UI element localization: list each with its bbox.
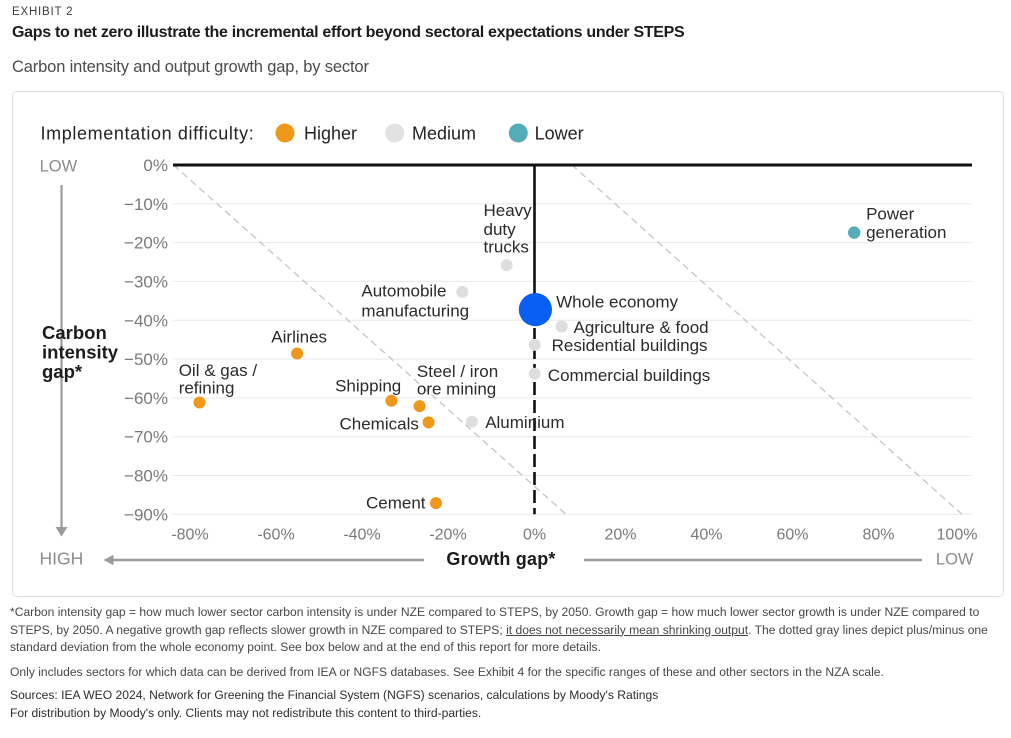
svg-text:Heavy: Heavy — [484, 201, 533, 220]
svg-text:ore mining: ore mining — [417, 380, 496, 399]
svg-text:Implementation difficulty:: Implementation difficulty: — [41, 124, 255, 144]
svg-text:Cement: Cement — [366, 494, 426, 513]
svg-text:Aluminium: Aluminium — [485, 413, 564, 432]
svg-text:HIGH: HIGH — [40, 549, 84, 569]
svg-text:Higher: Higher — [304, 124, 357, 144]
svg-text:intensity: intensity — [42, 342, 119, 363]
svg-text:refining: refining — [179, 379, 235, 398]
svg-text:−50%: −50% — [124, 350, 168, 369]
svg-text:generation: generation — [866, 223, 946, 242]
svg-text:Growth gap*: Growth gap* — [446, 549, 555, 569]
svg-text:manufacturing: manufacturing — [361, 302, 469, 321]
svg-text:0%: 0% — [523, 527, 546, 544]
svg-text:100%: 100% — [937, 527, 978, 544]
svg-text:-60%: -60% — [257, 527, 294, 544]
svg-text:LOW: LOW — [936, 551, 974, 569]
svg-text:20%: 20% — [604, 527, 636, 544]
svg-text:Commercial buildings: Commercial buildings — [548, 366, 711, 385]
svg-text:80%: 80% — [862, 527, 894, 544]
svg-text:trucks: trucks — [484, 238, 529, 257]
svg-text:−80%: −80% — [124, 467, 168, 486]
svg-text:Shipping: Shipping — [335, 376, 401, 395]
svg-text:duty: duty — [484, 220, 517, 239]
svg-text:0%: 0% — [143, 156, 168, 175]
svg-text:−60%: −60% — [124, 389, 168, 408]
svg-text:Medium: Medium — [412, 124, 476, 144]
svg-text:-40%: -40% — [343, 527, 380, 544]
svg-text:−30%: −30% — [124, 272, 168, 291]
svg-text:Power: Power — [866, 205, 915, 224]
svg-text:−40%: −40% — [124, 311, 168, 330]
svg-text:−10%: −10% — [124, 195, 168, 214]
svg-text:-80%: -80% — [171, 527, 208, 544]
svg-text:Lower: Lower — [535, 124, 584, 144]
svg-text:40%: 40% — [690, 527, 722, 544]
svg-text:Carbon: Carbon — [42, 322, 107, 343]
svg-text:Airlines: Airlines — [271, 327, 327, 346]
svg-text:Agriculture & food: Agriculture & food — [574, 318, 709, 337]
svg-text:Chemicals: Chemicals — [340, 414, 419, 433]
svg-text:Oil & gas /: Oil & gas / — [179, 361, 258, 380]
svg-text:LOW: LOW — [40, 158, 78, 176]
svg-text:gap*: gap* — [42, 361, 83, 382]
svg-text:Steel / iron: Steel / iron — [417, 362, 498, 381]
svg-text:-20%: -20% — [429, 527, 466, 544]
svg-text:−20%: −20% — [124, 234, 168, 253]
svg-text:Residential buildings: Residential buildings — [552, 336, 708, 355]
svg-text:Automobile: Automobile — [361, 282, 446, 301]
svg-text:Whole economy: Whole economy — [556, 293, 678, 312]
svg-text:60%: 60% — [776, 527, 808, 544]
svg-text:−70%: −70% — [124, 428, 168, 447]
svg-text:−90%: −90% — [124, 505, 168, 524]
